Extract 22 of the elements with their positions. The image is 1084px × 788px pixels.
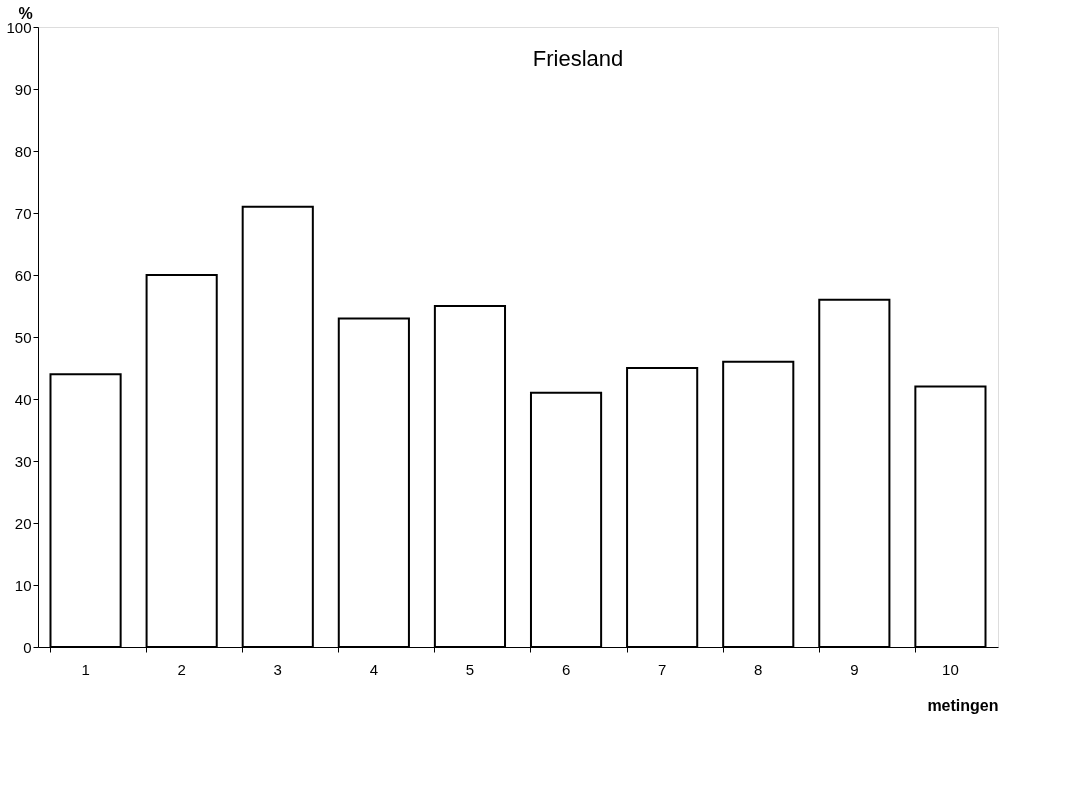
- y-tick-label: 60: [14, 266, 32, 284]
- y-tick-label: 90: [14, 80, 32, 98]
- y-tick-label: 70: [14, 204, 32, 222]
- y-tick-label: 40: [14, 390, 32, 408]
- x-tick-label: 3: [273, 660, 282, 678]
- y-tick-label: 30: [14, 452, 32, 470]
- y-tick-label: 0: [23, 638, 32, 656]
- x-tick-label: 9: [850, 660, 859, 678]
- x-tick-label: 5: [465, 660, 475, 678]
- x-tick-label: 2: [177, 660, 186, 678]
- x-axis-title: metingen: [927, 696, 999, 714]
- x-tick-label: 1: [81, 660, 90, 678]
- x-tick-label: 7: [657, 660, 667, 678]
- y-tick-label: 50: [14, 328, 32, 346]
- text: Friesland: [532, 46, 624, 71]
- x-tick-label: 4: [369, 660, 379, 678]
- x-tick-label: 10: [942, 660, 959, 678]
- x-tick-label: 8: [754, 660, 763, 678]
- y-tick-label: 10: [14, 576, 32, 594]
- x-tick-label: 6: [561, 660, 571, 678]
- y-tick-label: 20: [14, 514, 32, 532]
- y-tick-label: 80: [14, 142, 32, 160]
